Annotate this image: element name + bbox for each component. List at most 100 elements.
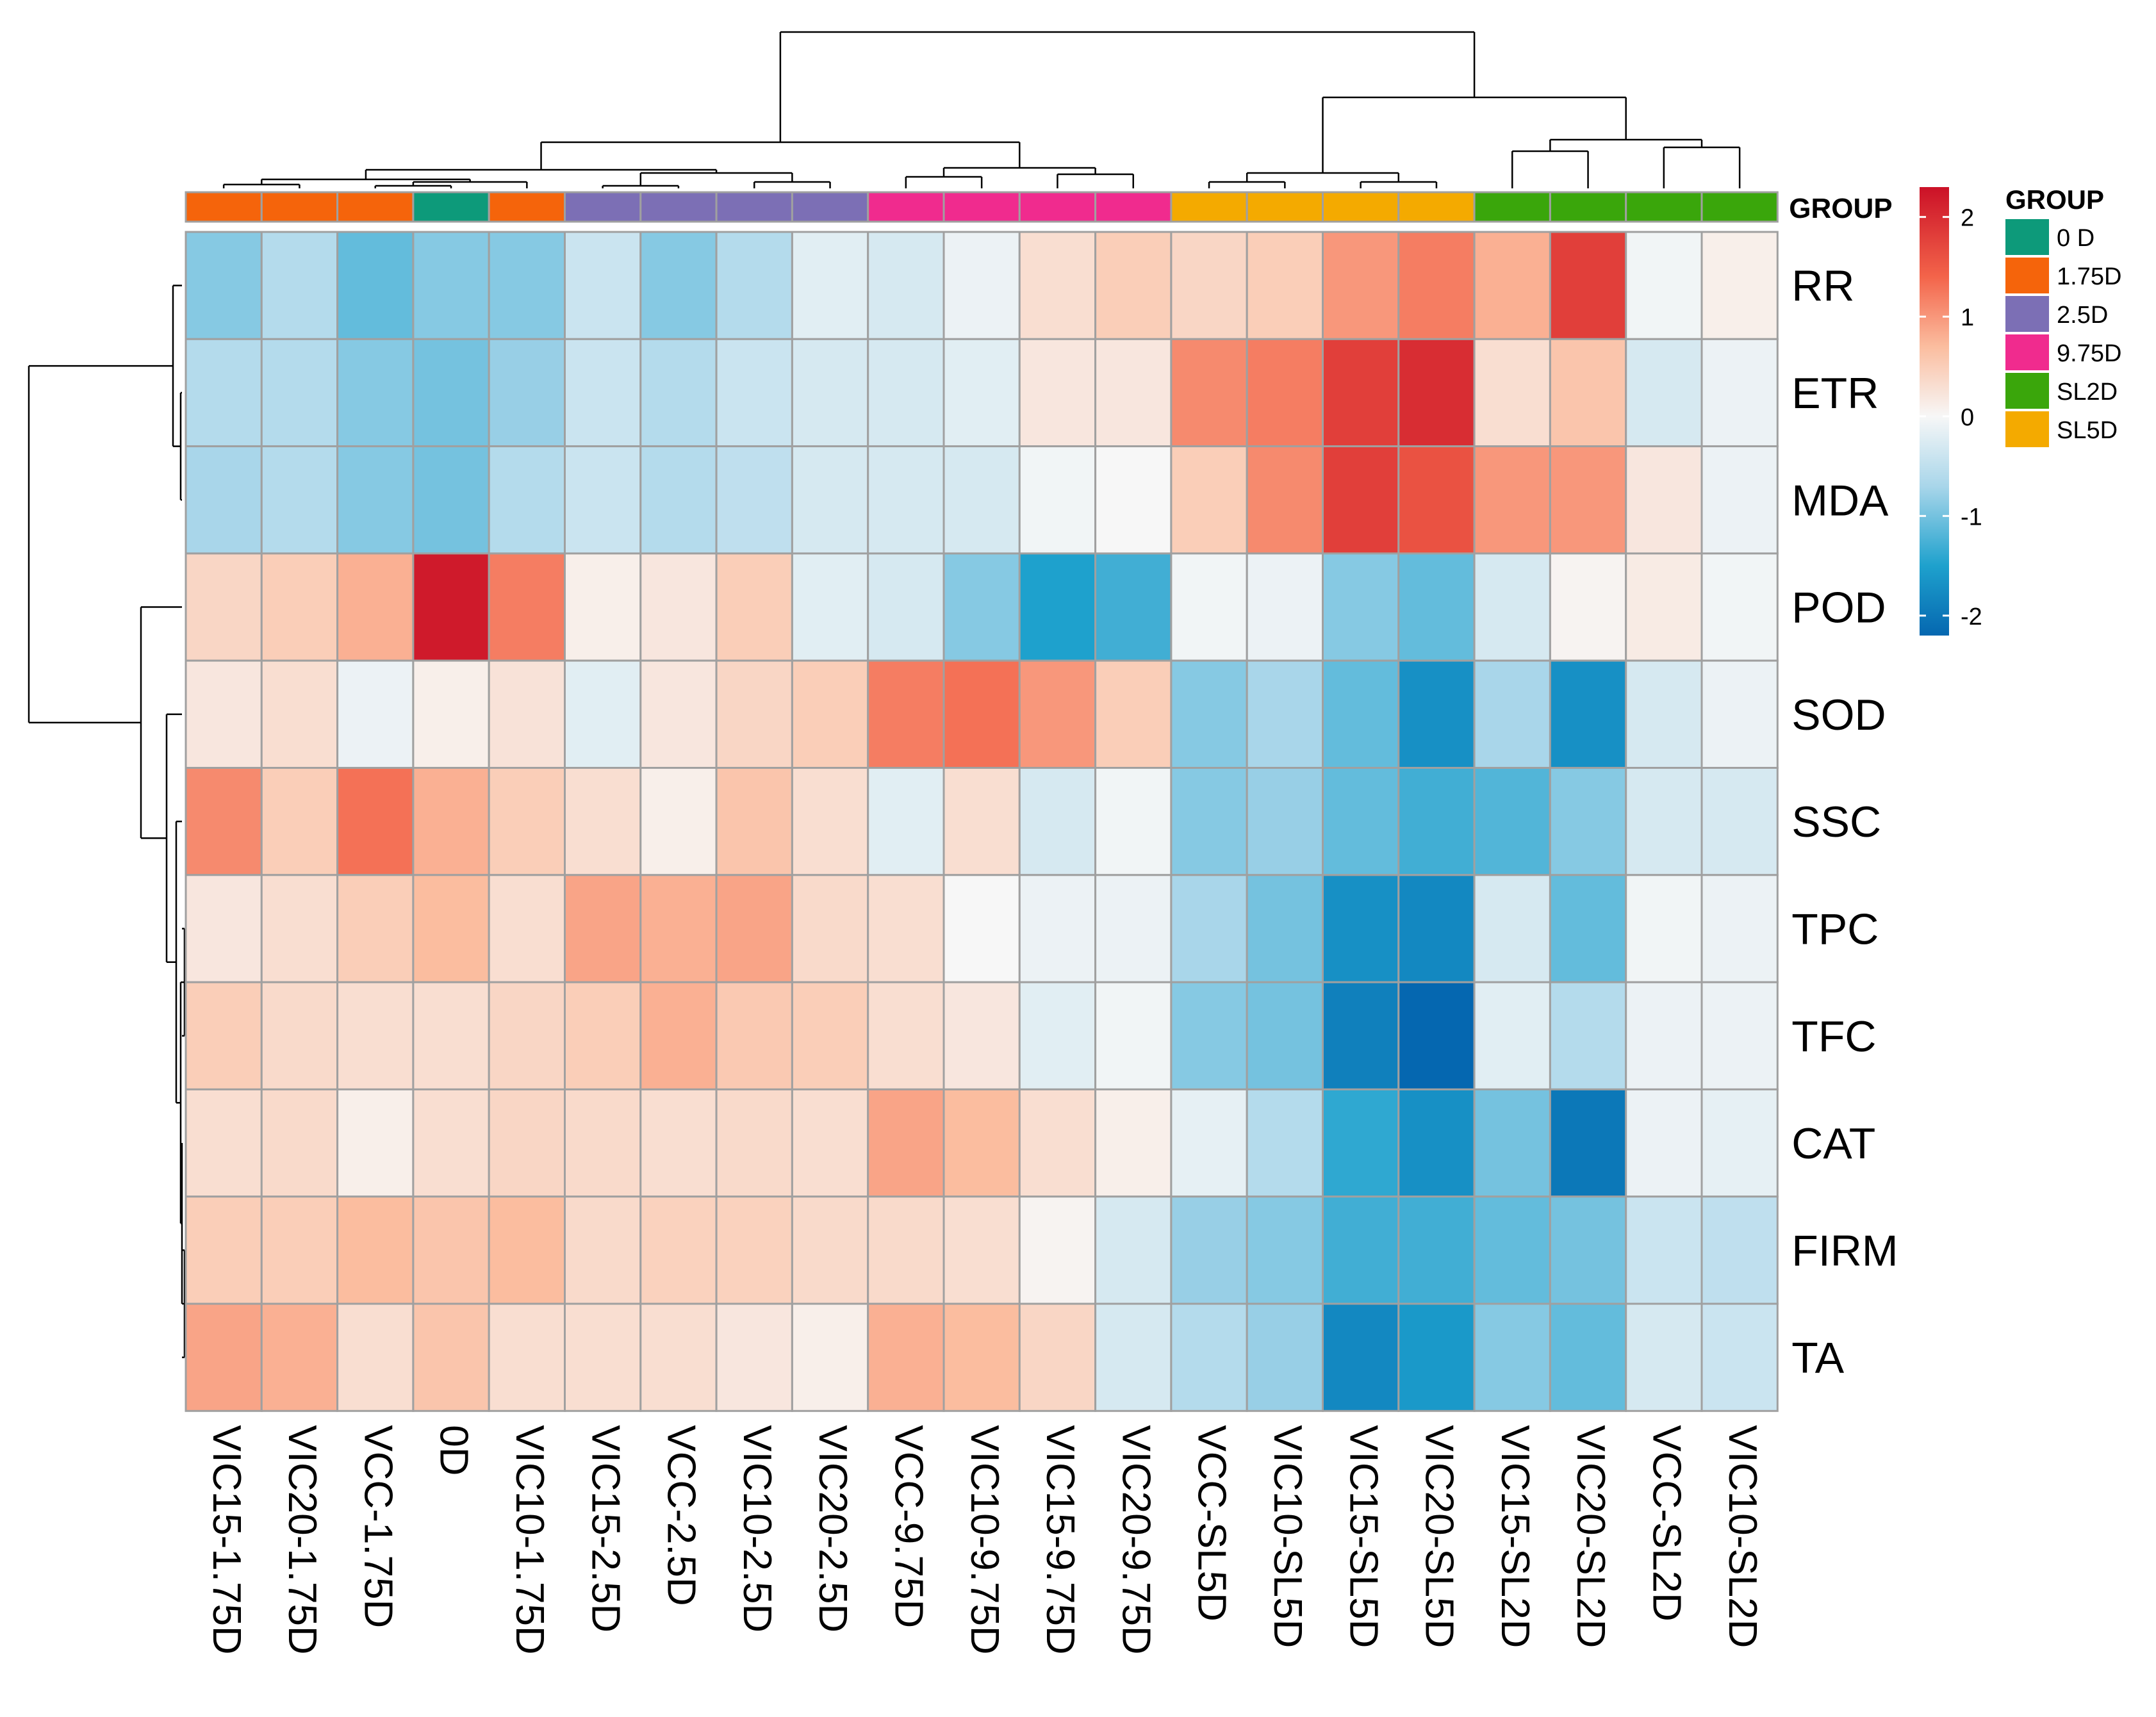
heatmap-cell xyxy=(488,1195,566,1305)
row-dendrogram xyxy=(28,284,186,1358)
heatmap-cell xyxy=(715,1302,793,1412)
heatmap-cell xyxy=(1246,231,1324,340)
heatmap-cell xyxy=(336,659,415,769)
heatmap-cell xyxy=(185,552,263,662)
heatmap-cell xyxy=(412,338,490,448)
heatmap-cell xyxy=(715,231,793,340)
heatmap-cell xyxy=(1700,1302,1779,1412)
heatmap-cell xyxy=(336,338,415,448)
heatmap-cell xyxy=(1700,874,1779,983)
color-scale-tick-label: -2 xyxy=(1961,604,1982,630)
group-annotation-cell xyxy=(867,191,945,223)
heatmap-cell xyxy=(942,445,1021,555)
heatmap-cell xyxy=(1549,981,1627,1090)
heatmap-cell xyxy=(1397,231,1476,340)
row-label: RR xyxy=(1791,262,1854,311)
color-scale-bar xyxy=(1920,187,1949,636)
group-legend-swatch xyxy=(2005,334,2049,370)
group-annotation-cell xyxy=(1246,191,1324,223)
heatmap-cell xyxy=(1094,338,1173,448)
heatmap-cell xyxy=(488,338,566,448)
heatmap-cell xyxy=(942,659,1021,769)
heatmap-cell xyxy=(1700,981,1779,1090)
group-annotation-cell xyxy=(1170,191,1248,223)
column-label: VIC10-SL5D xyxy=(1265,1425,1310,1648)
heatmap-cell xyxy=(942,231,1021,340)
heatmap-cell xyxy=(1625,981,1703,1090)
group-annotation-cell xyxy=(1473,191,1551,223)
heatmap-cell xyxy=(1246,981,1324,1090)
heatmap-cell xyxy=(867,338,945,448)
heatmap-cell xyxy=(1625,1195,1703,1305)
heatmap-cell xyxy=(488,445,566,555)
heatmap-cell xyxy=(412,981,490,1090)
group-legend-title: GROUP xyxy=(2005,185,2104,215)
heatmap-cell xyxy=(1246,338,1324,448)
heatmap-cell xyxy=(1549,1195,1627,1305)
heatmap-cell xyxy=(1018,231,1097,340)
heatmap-cell xyxy=(1397,445,1476,555)
heatmap-cell xyxy=(867,767,945,876)
heatmap-cell xyxy=(1094,874,1173,983)
heatmap-cell xyxy=(336,552,415,662)
group-annotation-bar xyxy=(185,191,1779,223)
group-legend-label: SL5D xyxy=(2057,417,2118,444)
column-label: VIC20-SL5D xyxy=(1417,1425,1461,1648)
row-label: TFC xyxy=(1791,1012,1876,1061)
heatmap-cell xyxy=(1246,1302,1324,1412)
heatmap-cell xyxy=(1473,1195,1551,1305)
heatmap-cell xyxy=(1170,1088,1248,1198)
heatmap-cell xyxy=(336,767,415,876)
heatmap-cell xyxy=(1700,659,1779,769)
heatmap-cell xyxy=(564,1088,642,1198)
heatmap-cell xyxy=(564,552,642,662)
heatmap-cell xyxy=(1170,874,1248,983)
heatmap-cell xyxy=(1246,659,1324,769)
heatmap-cell xyxy=(336,1088,415,1198)
group-annotation-cell xyxy=(412,191,490,223)
heatmap-cell xyxy=(1094,552,1173,662)
heatmap-cell xyxy=(488,1302,566,1412)
group-annotation-cell xyxy=(1322,191,1400,223)
group-annotation-cell xyxy=(639,191,718,223)
heatmap-cell xyxy=(185,1195,263,1305)
column-label: VIC15-SL2D xyxy=(1493,1425,1537,1648)
heatmap-cell xyxy=(1322,338,1400,448)
group-legend-swatch xyxy=(2005,258,2049,293)
row-label: ETR xyxy=(1791,369,1879,418)
column-label: VIC15-SL5D xyxy=(1341,1425,1385,1648)
group-annotation-cell xyxy=(791,191,869,223)
heatmap-cell xyxy=(1700,338,1779,448)
heatmap-cell xyxy=(791,874,869,983)
row-label: SSC xyxy=(1791,798,1881,846)
heatmap-cell xyxy=(412,445,490,555)
column-label: VCC-SL5D xyxy=(1190,1425,1234,1622)
heatmap-cell xyxy=(1170,552,1248,662)
heatmap-cell xyxy=(1246,767,1324,876)
group-annotation-title: GROUP xyxy=(1789,193,1892,224)
color-scale-tick-label: -1 xyxy=(1961,504,1982,530)
row-label: SOD xyxy=(1791,691,1886,739)
heatmap-cells xyxy=(185,231,1779,1412)
heatmap-cell xyxy=(867,231,945,340)
column-label: VIC20-SL2D xyxy=(1568,1425,1613,1648)
heatmap-cell xyxy=(185,874,263,983)
heatmap-cell xyxy=(1018,552,1097,662)
column-label: VCC-9.75D xyxy=(886,1425,930,1628)
heatmap-cell xyxy=(791,338,869,448)
heatmap-cell xyxy=(1018,874,1097,983)
column-label: VIC15-2.5D xyxy=(583,1425,627,1632)
heatmap-cell xyxy=(1170,338,1248,448)
heatmap-cell xyxy=(942,874,1021,983)
heatmap-cell xyxy=(488,981,566,1090)
heatmap-cell xyxy=(185,659,263,769)
heatmap-cell xyxy=(488,659,566,769)
group-legend-swatch xyxy=(2005,411,2049,447)
heatmap-cell xyxy=(639,445,718,555)
color-scale-tick-label: 1 xyxy=(1961,304,1974,331)
heatmap-cell xyxy=(260,231,339,340)
group-legend-swatch xyxy=(2005,219,2049,255)
row-label: POD xyxy=(1791,584,1886,632)
heatmap-cell xyxy=(867,445,945,555)
